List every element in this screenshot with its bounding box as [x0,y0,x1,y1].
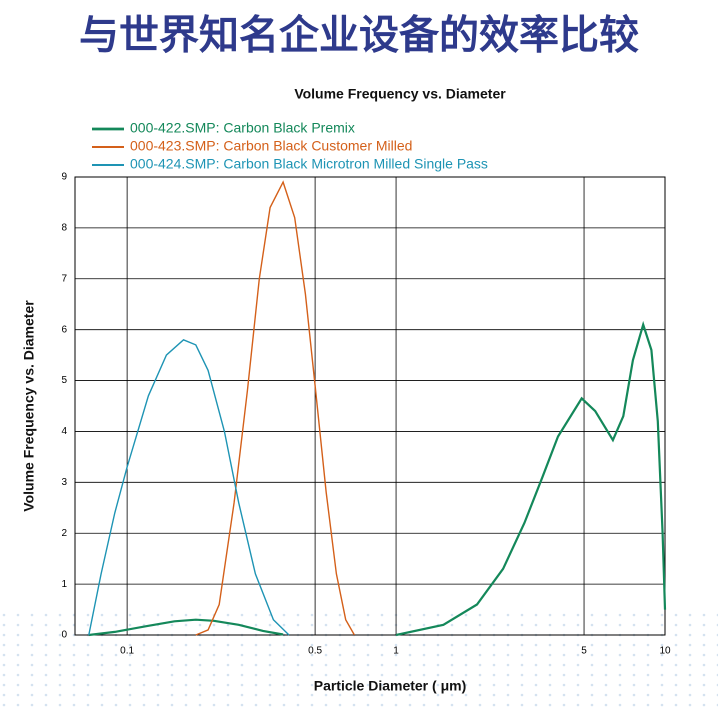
x-tick-label: 0.5 [308,646,322,657]
y-axis-label: Volume Frequency vs. Diameter [21,300,37,512]
decoration [0,610,718,711]
x-tick-label: 10 [659,646,671,657]
chart-title: Volume Frequency vs. Diameter [294,86,506,102]
legend-label: 000-424.SMP: Carbon Black Microtron Mill… [130,156,488,172]
legend-label: 000-423.SMP: Carbon Black Customer Mille… [130,138,412,154]
x-tick-label: 5 [581,646,587,657]
series-line [88,338,290,636]
slide-title: 与世界知名企业设备的效率比较 [79,13,639,58]
y-tick-label: 0 [61,630,67,641]
y-tick-label: 6 [61,324,67,335]
y-tick-label: 5 [61,375,67,386]
y-tick-label: 7 [61,273,67,284]
legend-label: 000-422.SMP: Carbon Black Premix [130,120,355,136]
y-tick-label: 8 [61,223,67,234]
series-line [88,320,667,637]
y-tick-label: 4 [61,426,67,437]
y-tick-label: 3 [61,477,67,488]
y-tick-label: 9 [61,172,67,183]
x-axis-label: Particle Diameter ( μm) [314,678,467,694]
y-tick-label: 1 [61,579,67,590]
series-line [195,180,356,636]
y-tick-label: 2 [61,528,67,539]
x-tick-label: 1 [393,646,399,657]
x-tick-label: 0.1 [120,646,134,657]
